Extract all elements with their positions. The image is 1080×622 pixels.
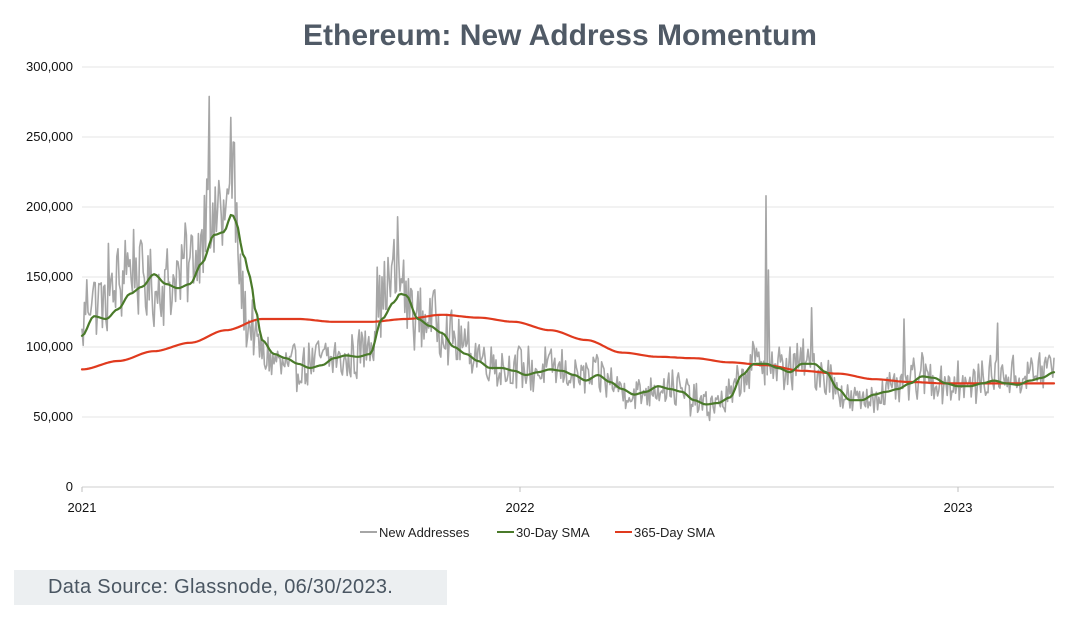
y-tick-label: 150,000 (26, 269, 73, 284)
grid-layer (82, 66, 1054, 488)
chart-title: Ethereum: New Address Momentum (303, 19, 817, 52)
y-axis: 0 50,000 100,000 150,000 200,000 250,000 300,0… (26, 59, 73, 494)
data-source-note: Data Source: Glassnode, 06/30/2023. (14, 570, 447, 605)
series-line-30-day-sma (80, 213, 1056, 406)
legend-label: New Addresses (379, 525, 470, 540)
legend-label: 365-Day SMA (634, 525, 715, 540)
series-layer (80, 95, 1056, 422)
series-line-new-addresses (81, 95, 1055, 422)
x-tick-label: 2022 (506, 500, 535, 515)
x-tick-label: 2023 (944, 500, 973, 515)
legend: New Addresses 30-Day SMA 365-Day SMA (360, 525, 715, 540)
x-tick-label: 2021 (68, 500, 97, 515)
y-tick-label: 0 (66, 479, 73, 494)
y-tick-label: 100,000 (26, 339, 73, 354)
y-tick-label: 300,000 (26, 59, 73, 74)
y-tick-label: 50,000 (33, 409, 73, 424)
y-tick-label: 250,000 (26, 129, 73, 144)
y-tick-label: 200,000 (26, 199, 73, 214)
series-line-365-day-sma (80, 313, 1056, 385)
legend-label: 30-Day SMA (516, 525, 590, 540)
x-axis: 2021 2022 2023 (68, 487, 973, 515)
